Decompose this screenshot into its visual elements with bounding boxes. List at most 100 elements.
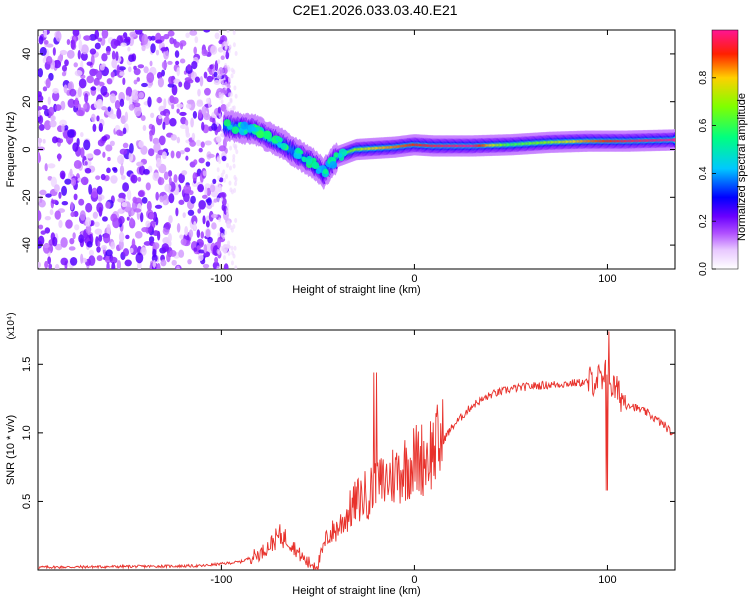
noise-blob [86, 61, 93, 66]
noise-blob [38, 94, 44, 103]
noise-blob [136, 261, 142, 269]
colorbar-ticks: 0.0 0.2 0.4 0.6 0.8 Normalized spectral ampli… [698, 70, 748, 276]
noise-blob [72, 142, 79, 152]
noise-blob [152, 172, 160, 181]
noise-blob [192, 111, 198, 119]
noise-blob [185, 32, 190, 39]
noise-blob-edge [229, 145, 233, 151]
noise-blob [207, 153, 215, 159]
noise-blob [51, 199, 59, 204]
noise-blob [109, 93, 116, 104]
noise-blob [120, 42, 127, 47]
noise-blob [180, 238, 187, 246]
noise-blob [67, 129, 75, 138]
noise-blob [129, 247, 134, 254]
noise-blob [141, 44, 146, 52]
noise-blob [147, 96, 152, 108]
x-tick-label: -100 [210, 574, 232, 586]
noise-blob [138, 92, 145, 99]
noise-blob [156, 97, 163, 104]
noise-blob [86, 241, 93, 248]
noise-blob [167, 232, 172, 243]
noise-blob [170, 150, 175, 159]
ridge-blob [251, 126, 257, 132]
noise-blob [176, 108, 180, 114]
noise-blob-edge [225, 103, 229, 109]
noise-blob [67, 82, 73, 90]
noise-blob-edge [223, 50, 227, 56]
noise-blob [179, 150, 185, 155]
noise-blob [38, 235, 45, 246]
noise-blob [198, 249, 205, 254]
noise-blob [167, 30, 175, 37]
noise-blob [38, 224, 44, 230]
noise-blob [124, 259, 132, 267]
noise-blob [122, 182, 130, 192]
noise-blob [156, 263, 161, 269]
noise-blob-edge [233, 245, 237, 251]
noise-blob [132, 196, 138, 204]
noise-blob [217, 106, 221, 114]
noise-blob [191, 132, 196, 141]
noise-blob [69, 237, 75, 245]
noise-blob [126, 216, 130, 221]
noise-blob [221, 155, 227, 162]
noise-blob [218, 145, 226, 152]
noise-blob-edge [218, 158, 222, 164]
noise-blob [173, 41, 181, 48]
noise-blob-edge [230, 260, 234, 266]
noise-blob [105, 45, 111, 53]
noise-blob [219, 226, 224, 233]
noise-blob [163, 98, 167, 109]
noise-blob [154, 204, 163, 209]
noise-blob [163, 116, 171, 126]
y-tick-label: 20 [21, 96, 33, 108]
noise-blob [226, 220, 231, 229]
noise-blob [152, 260, 156, 269]
noise-blob [119, 98, 125, 107]
spectrogram-heat [38, 30, 675, 269]
noise-blob [206, 75, 214, 83]
colorbar-label: Normalized spectral amplitude [736, 93, 748, 241]
noise-blob [80, 253, 84, 264]
noise-blob [160, 259, 167, 267]
noise-blob [61, 65, 68, 72]
noise-blob-edge [232, 253, 236, 259]
noise-blob [38, 261, 42, 268]
noise-blob [176, 103, 184, 108]
noise-blob [168, 176, 172, 185]
noise-blob [84, 92, 89, 103]
noise-blob [102, 151, 106, 158]
snr-frame [37, 329, 676, 571]
noise-blob-edge [225, 174, 229, 180]
noise-blob-edge [231, 105, 235, 111]
noise-blob [52, 236, 58, 247]
ridge-blob [299, 150, 304, 155]
y-tick-label: 0 [21, 146, 33, 152]
noise-blob [168, 76, 175, 85]
noise-blob [39, 46, 47, 56]
noise-blob [189, 140, 196, 147]
noise-blob [179, 42, 184, 50]
y-axis-label: Frequency (Hz) [5, 112, 17, 188]
ridge-blob [301, 156, 308, 163]
noise-blob [110, 71, 116, 78]
x-tick-label: -100 [210, 273, 232, 285]
noise-blob [165, 112, 170, 119]
noise-blob [58, 191, 62, 199]
noise-blob [184, 147, 191, 153]
noise-blob [117, 154, 125, 165]
noise-blob [88, 249, 95, 256]
noise-blob [183, 184, 192, 194]
noise-blob [179, 111, 187, 117]
noise-blob [104, 174, 110, 182]
noise-blob-edge [226, 203, 230, 209]
noise-blob [64, 59, 69, 67]
noise-blob [156, 71, 163, 80]
ridge-blob [315, 168, 322, 174]
noise-blob [209, 64, 214, 70]
noise-blob [85, 224, 92, 234]
noise-blob-edge [228, 165, 232, 171]
noise-blob [72, 232, 76, 240]
